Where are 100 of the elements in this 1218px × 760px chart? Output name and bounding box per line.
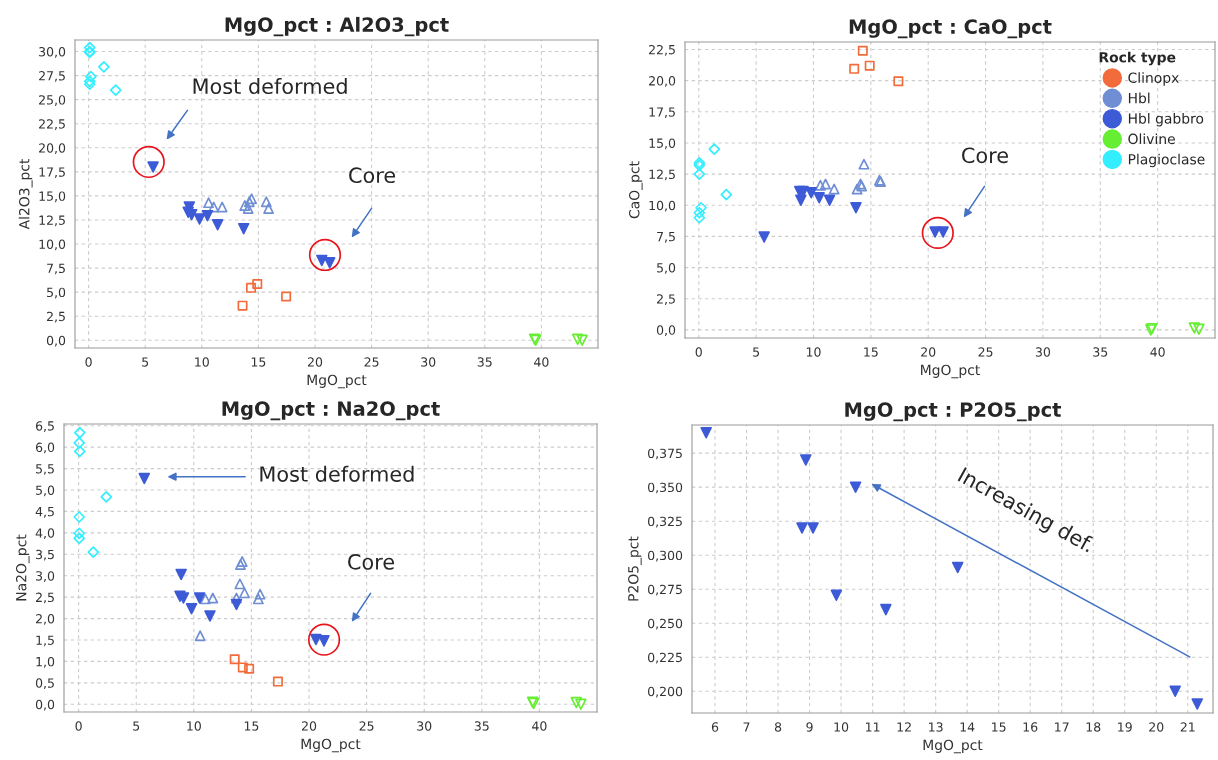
x-tick-label: 6 [711, 722, 719, 732]
y-tick-label: 3,0 [36, 571, 55, 582]
y-tick-label: 7,5 [47, 263, 65, 275]
x-tick-label: 10 [806, 347, 821, 357]
y-tick-label: 30,0 [39, 47, 66, 58]
legend-label: Olivine [1128, 133, 1175, 145]
x-tick-label: 21 [1180, 722, 1195, 732]
legend-label: Clinopx [1128, 72, 1179, 86]
x-tick-label: 13 [929, 722, 943, 732]
y-tick-label: 6,0 [35, 442, 55, 454]
y-tick-label: 25,0 [39, 95, 66, 106]
y-tick-label: 0,375 [648, 448, 682, 460]
y-tick-label: 27,5 [39, 71, 65, 82]
x-tick-label: 14 [960, 722, 975, 732]
y-tick-label: 0,0 [35, 699, 55, 711]
legend-title: Rock type [1099, 51, 1176, 66]
x-tick-label: 35 [474, 721, 489, 731]
y-tick-label: 15,0 [39, 191, 66, 203]
y-tick-label: 12,5 [39, 215, 65, 227]
y-tick-label: 0,250 [648, 618, 683, 630]
y-tick-label: 0,300 [648, 550, 683, 562]
y-tick-label: 0,325 [648, 516, 682, 528]
y-tick-label: 1,5 [36, 635, 54, 647]
x-axis-title: MgO_pct [923, 739, 983, 754]
y-tick-label: 0,0 [46, 335, 66, 347]
x-tick-label: 16 [1023, 722, 1038, 732]
y-tick-label: 2,5 [36, 592, 54, 604]
x-tick-label: 30 [421, 357, 436, 367]
x-tick-label: 25 [978, 347, 993, 357]
y-tick-label: 5,5 [36, 464, 54, 475]
y-tick-label: 2,5 [47, 311, 65, 323]
chart-title: MgO_pct : Na2O_pct [222, 401, 440, 421]
y-tick-label: 4,5 [35, 507, 54, 518]
x-tick-label: 15 [992, 722, 1006, 732]
x-tick-label: 11 [866, 722, 880, 732]
x-axis-title: MgO_pct [301, 738, 361, 753]
y-tick-label: 20,0 [39, 143, 66, 154]
annotation: Core [348, 553, 394, 570]
y-tick-label: 0,5 [35, 678, 54, 690]
x-tick-label: 0 [695, 347, 702, 357]
y-axis-title: CaO_pct [629, 161, 643, 219]
legend-label: Hbl gabbro [1128, 112, 1204, 127]
y-tick-label: 4,0 [35, 528, 55, 540]
x-tick-label: 9 [806, 722, 813, 732]
y-axis-title: Na2O_pct [15, 534, 30, 601]
annotation: Core [962, 147, 1008, 164]
y-axis-title: P2O5_pct [628, 536, 642, 601]
y-tick-label: 7,5 [657, 232, 675, 243]
x-tick-label: 15 [864, 347, 878, 357]
x-tick-label: 20 [307, 357, 323, 367]
x-tick-label: 15 [251, 357, 266, 367]
x-tick-label: 40 [1150, 347, 1165, 357]
x-tick-label: 20 [301, 721, 317, 731]
x-tick-label: 12 [897, 722, 911, 732]
x-tick-label: 0 [75, 721, 82, 731]
x-tick-label: 35 [477, 357, 492, 367]
y-tick-label: 6,5 [35, 421, 54, 432]
chart-title: MgO_pct : P2O5_pct [845, 402, 1061, 422]
annotation: Most deformed [193, 77, 347, 95]
y-tick-label: 10,0 [39, 239, 66, 251]
y-tick-label: 5,0 [36, 485, 55, 497]
annotation: Core [349, 167, 396, 184]
y-tick-label: 0,0 [656, 325, 676, 337]
y-tick-label: 17,5 [39, 167, 65, 179]
legend-label: Hbl [1128, 92, 1150, 104]
y-tick-label: 10,0 [649, 200, 676, 212]
chart-title: MgO_pct : Al2O3_pct [225, 16, 449, 37]
legend-label: Plagioclase [1128, 153, 1205, 168]
x-tick-label: 25 [359, 721, 374, 731]
x-tick-label: 5 [753, 347, 760, 357]
y-tick-label: 12,5 [649, 169, 675, 181]
x-tick-label: 0 [85, 357, 92, 367]
y-tick-label: 0,225 [648, 652, 682, 664]
y-tick-label: 22,5 [649, 44, 675, 56]
x-tick-label: 35 [1093, 347, 1108, 357]
x-tick-label: 8 [774, 722, 782, 732]
y-tick-label: 5,0 [657, 263, 676, 274]
x-tick-label: 25 [364, 357, 379, 367]
y-tick-label: 0,350 [648, 482, 683, 494]
x-tick-label: 5 [133, 721, 140, 731]
y-tick-label: 2,0 [36, 614, 55, 625]
annotation: Most deformed [260, 465, 414, 482]
x-tick-label: 17 [1055, 722, 1069, 732]
x-tick-label: 18 [1086, 722, 1101, 732]
y-tick-label: 2,5 [657, 294, 675, 305]
x-tick-label: 40 [534, 357, 549, 367]
y-tick-label: 22,5 [39, 119, 65, 130]
x-tick-label: 10 [834, 722, 849, 732]
x-axis-title: MgO_pct [307, 374, 367, 389]
x-tick-label: 20 [921, 347, 936, 357]
y-axis-title: Al2O3_pct [18, 158, 33, 230]
y-tick-label: 1,0 [36, 656, 55, 668]
y-tick-label: 5,0 [47, 287, 66, 299]
y-tick-label: 0,275 [648, 584, 682, 596]
x-tick-label: 20 [1149, 722, 1164, 732]
x-tick-label: 15 [244, 721, 259, 731]
x-tick-label: 10 [187, 721, 201, 731]
y-tick-label: 0,200 [648, 686, 683, 698]
x-tick-label: 10 [195, 357, 209, 367]
y-tick-label: 15,0 [649, 138, 676, 150]
